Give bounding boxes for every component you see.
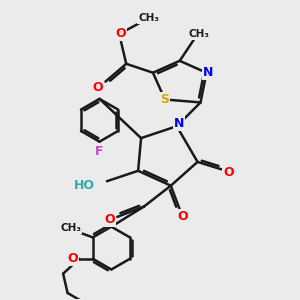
Text: O: O [93, 81, 103, 94]
Text: HO: HO [74, 179, 95, 192]
Text: N: N [203, 66, 214, 79]
Text: CH₃: CH₃ [60, 224, 81, 233]
Text: N: N [174, 117, 184, 130]
Text: O: O [115, 27, 126, 40]
Text: CH₃: CH₃ [138, 13, 159, 23]
Text: O: O [67, 252, 78, 265]
Text: CH₃: CH₃ [188, 29, 209, 39]
Text: O: O [177, 210, 188, 224]
Text: F: F [95, 145, 104, 158]
Text: O: O [105, 213, 115, 226]
Text: S: S [160, 93, 169, 106]
Text: O: O [224, 166, 234, 179]
